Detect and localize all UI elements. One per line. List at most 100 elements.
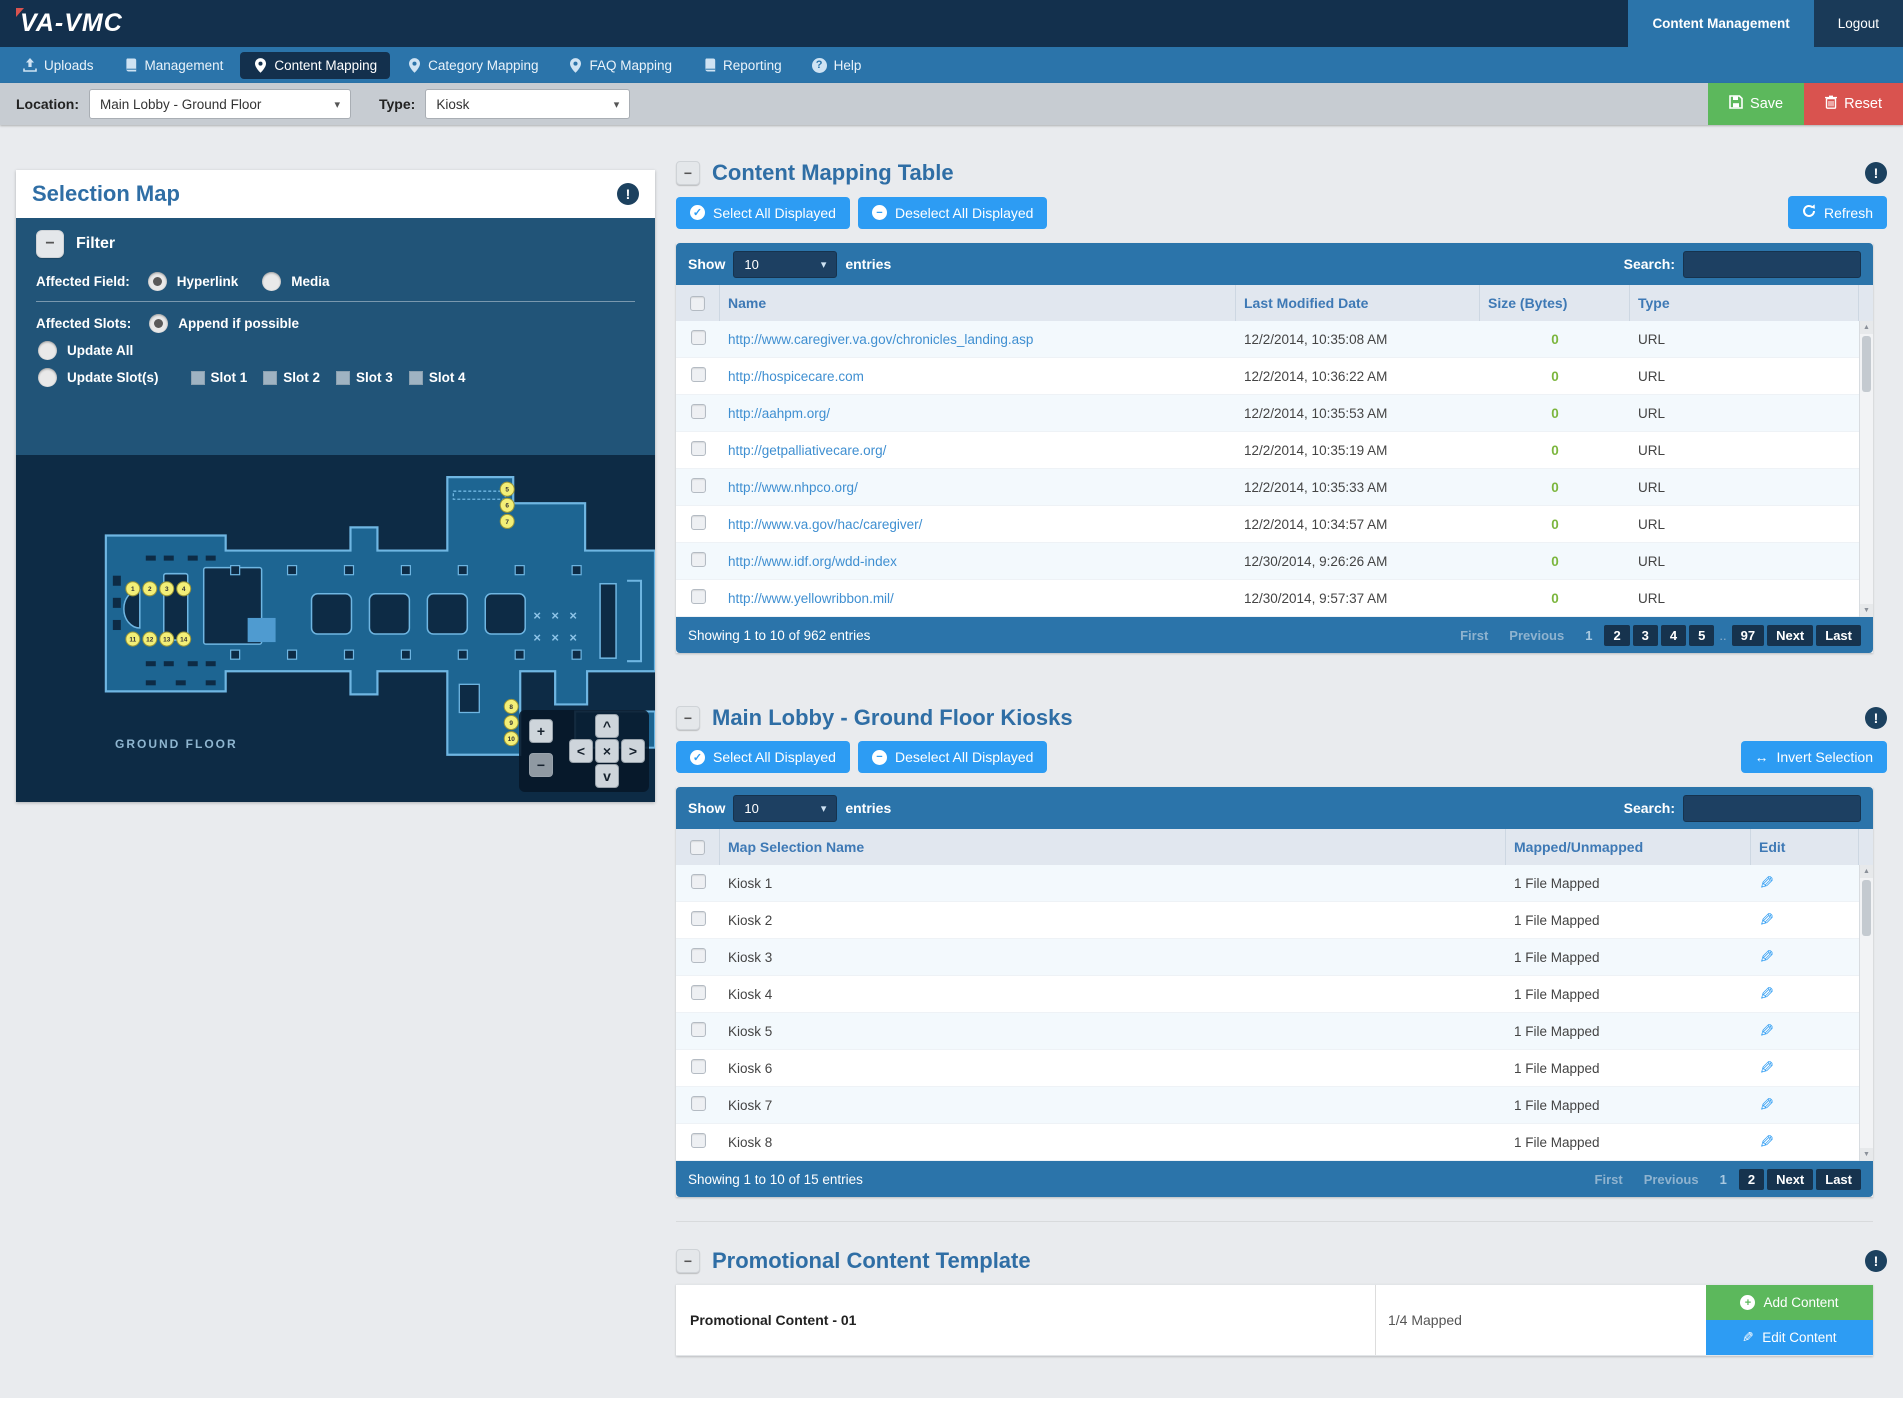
scroll-up-arrow[interactable]: ▲ <box>1860 321 1873 334</box>
edit-pencil-icon[interactable]: ✎ <box>1759 984 1774 1005</box>
kiosk-marker[interactable]: 5 <box>500 482 514 496</box>
nav-item-category-mapping[interactable]: Category Mapping <box>394 52 551 79</box>
nav-item-content-mapping[interactable]: Content Mapping <box>240 52 390 79</box>
row-checkbox[interactable] <box>691 1059 706 1074</box>
deselect-all-displayed-button[interactable]: − Deselect All Displayed <box>858 197 1048 229</box>
scroll-down-arrow[interactable]: ▼ <box>1860 604 1873 617</box>
info-icon[interactable]: ! <box>1865 162 1887 184</box>
page-last[interactable]: Last <box>1816 625 1861 646</box>
row-checkbox[interactable] <box>691 367 706 382</box>
pan-up-button[interactable]: ^ <box>595 714 619 738</box>
content-link[interactable]: http://www.yellowribbon.mil/ <box>720 591 1236 606</box>
kiosk-marker[interactable]: 10 <box>504 732 518 746</box>
edit-pencil-icon[interactable]: ✎ <box>1759 1095 1774 1116</box>
edit-pencil-icon[interactable]: ✎ <box>1759 873 1774 894</box>
page-number[interactable]: 3 <box>1633 625 1658 646</box>
page-last[interactable]: Last <box>1816 1169 1861 1190</box>
row-checkbox[interactable] <box>691 874 706 889</box>
location-select[interactable]: Main Lobby - Ground Floor ▾ <box>89 89 351 119</box>
search-input[interactable] <box>1683 795 1861 822</box>
edit-pencil-icon[interactable]: ✎ <box>1759 1132 1774 1153</box>
page-number[interactable]: 2 <box>1739 1169 1764 1190</box>
row-checkbox[interactable] <box>691 478 706 493</box>
recenter-button[interactable]: × <box>595 739 619 763</box>
nav-item-faq-mapping[interactable]: FAQ Mapping <box>556 52 686 79</box>
row-checkbox[interactable] <box>691 985 706 1000</box>
content-link[interactable]: http://aahpm.org/ <box>720 406 1236 421</box>
select-all-displayed-button[interactable]: ✓ Select All Displayed <box>676 197 850 229</box>
radio-update-slots[interactable] <box>38 368 57 387</box>
page-number[interactable]: 97 <box>1732 625 1764 646</box>
reset-button[interactable]: Reset <box>1804 83 1903 125</box>
info-icon[interactable]: ! <box>1865 707 1887 729</box>
kiosk-marker[interactable]: 8 <box>504 699 518 713</box>
edit-pencil-icon[interactable]: ✎ <box>1759 910 1774 931</box>
checkbox-slot-2[interactable] <box>263 371 277 385</box>
content-link[interactable]: http://www.va.gov/hac/caregiver/ <box>720 517 1236 532</box>
row-checkbox[interactable] <box>691 1133 706 1148</box>
select-all-checkbox[interactable] <box>690 840 705 855</box>
kiosk-marker[interactable]: 13 <box>160 632 174 646</box>
collapse-filter-button[interactable]: − <box>36 230 64 258</box>
invert-selection-button[interactable]: ↔ Invert Selection <box>1741 741 1888 773</box>
pan-down-button[interactable]: v <box>595 764 619 788</box>
kiosk-marker[interactable]: 1 <box>126 582 140 596</box>
row-checkbox[interactable] <box>691 441 706 456</box>
zoom-out-button[interactable]: − <box>529 753 553 777</box>
nav-item-help[interactable]: ? Help <box>799 52 875 79</box>
nav-item-reporting[interactable]: Reporting <box>689 52 795 79</box>
page-next[interactable]: Next <box>1767 1169 1813 1190</box>
vertical-scrollbar[interactable]: ▲ ▼ <box>1859 865 1873 1161</box>
type-select[interactable]: Kiosk ▾ <box>425 89 630 119</box>
kiosk-marker[interactable]: 3 <box>160 582 174 596</box>
refresh-button[interactable]: Refresh <box>1788 196 1887 229</box>
content-link[interactable]: http://www.caregiver.va.gov/chronicles_l… <box>720 332 1236 347</box>
row-checkbox[interactable] <box>691 1022 706 1037</box>
logout-button[interactable]: Logout <box>1814 0 1903 47</box>
tab-content-management[interactable]: Content Management <box>1628 0 1813 47</box>
kiosk-marker[interactable]: 14 <box>177 632 191 646</box>
zoom-in-button[interactable]: + <box>529 719 553 743</box>
page-number[interactable]: 2 <box>1604 625 1629 646</box>
scrollbar-thumb[interactable] <box>1862 336 1871 392</box>
page-size-select[interactable]: 10 ▾ <box>733 795 837 822</box>
row-checkbox[interactable] <box>691 911 706 926</box>
page-number[interactable]: 5 <box>1689 625 1714 646</box>
row-checkbox[interactable] <box>691 330 706 345</box>
pan-left-button[interactable]: < <box>569 739 593 763</box>
edit-pencil-icon[interactable]: ✎ <box>1759 1021 1774 1042</box>
scrollbar-thumb[interactable] <box>1862 880 1871 936</box>
kiosk-marker[interactable]: 7 <box>500 514 514 528</box>
scroll-up-arrow[interactable]: ▲ <box>1860 865 1873 878</box>
content-link[interactable]: http://getpalliativecare.org/ <box>720 443 1236 458</box>
pan-right-button[interactable]: > <box>621 739 645 763</box>
checkbox-slot-4[interactable] <box>409 371 423 385</box>
kiosk-marker[interactable]: 11 <box>126 632 140 646</box>
collapse-promo-button[interactable]: − <box>676 1249 700 1273</box>
select-all-checkbox[interactable] <box>690 296 705 311</box>
row-checkbox[interactable] <box>691 589 706 604</box>
collapse-content-table-button[interactable]: − <box>676 161 700 185</box>
radio-hyperlink[interactable] <box>148 272 167 291</box>
scroll-down-arrow[interactable]: ▼ <box>1860 1148 1873 1161</box>
save-button[interactable]: Save <box>1708 83 1804 125</box>
radio-media[interactable] <box>262 272 281 291</box>
add-content-button[interactable]: + Add Content <box>1706 1285 1873 1320</box>
content-link[interactable]: http://www.idf.org/wdd-index <box>720 554 1236 569</box>
row-checkbox[interactable] <box>691 1096 706 1111</box>
kiosk-marker[interactable]: 2 <box>143 582 157 596</box>
kiosk-marker[interactable]: 12 <box>143 632 157 646</box>
content-link[interactable]: http://hospicecare.com <box>720 369 1236 384</box>
row-checkbox[interactable] <box>691 948 706 963</box>
floor-map-viewport[interactable]: ××× ××× 1234111213145678910 GROUND FLOOR… <box>16 455 655 802</box>
checkbox-slot-1[interactable] <box>191 371 205 385</box>
content-link[interactable]: http://www.nhpco.org/ <box>720 480 1236 495</box>
deselect-all-displayed-button[interactable]: − Deselect All Displayed <box>858 741 1048 773</box>
search-input[interactable] <box>1683 251 1861 278</box>
page-next[interactable]: Next <box>1767 625 1813 646</box>
radio-update-all[interactable] <box>38 341 57 360</box>
row-checkbox[interactable] <box>691 515 706 530</box>
info-icon[interactable]: ! <box>1865 1250 1887 1272</box>
nav-item-management[interactable]: Management <box>111 52 237 79</box>
kiosk-marker[interactable]: 9 <box>504 716 518 730</box>
